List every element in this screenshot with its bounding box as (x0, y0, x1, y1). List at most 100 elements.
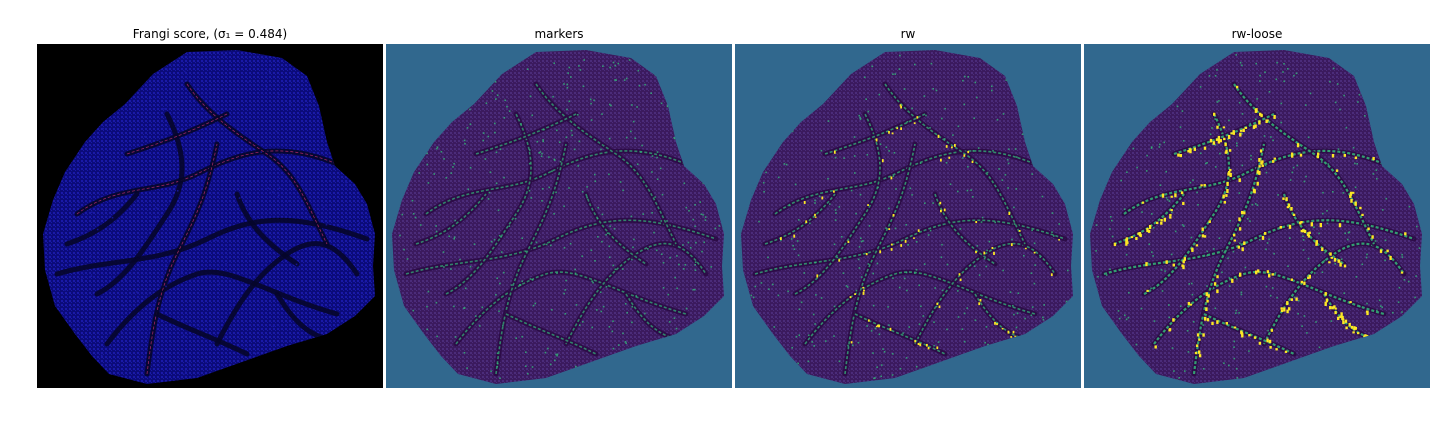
accent-mark (1261, 235, 1265, 240)
accent-mark (958, 273, 961, 276)
speckle (879, 143, 882, 145)
accent-mark (1253, 189, 1256, 194)
speckle (495, 182, 498, 185)
accent-mark (1248, 334, 1251, 337)
speckle (163, 108, 165, 110)
speckle (563, 205, 565, 208)
accent-mark (1232, 130, 1235, 133)
speckle (1305, 175, 1307, 178)
speckle (762, 182, 765, 184)
speckle (1255, 118, 1257, 121)
accent-mark (891, 132, 894, 135)
speckle (499, 148, 502, 150)
speckle (579, 69, 582, 71)
accent-mark (1188, 148, 1192, 151)
speckle (935, 89, 938, 92)
speckle (1337, 148, 1340, 150)
speckle (601, 240, 603, 243)
speckle (666, 220, 668, 222)
speckle (985, 265, 988, 268)
speckle (624, 303, 627, 305)
speckle (156, 234, 159, 236)
speckle (1128, 291, 1130, 294)
accent-mark (1227, 172, 1230, 176)
accent-mark (1198, 338, 1201, 341)
accent-mark (888, 228, 891, 230)
speckle (1334, 101, 1337, 104)
accent-mark (948, 156, 951, 159)
accent-mark (1269, 346, 1272, 349)
speckle (568, 100, 571, 103)
accent-mark (1259, 149, 1263, 153)
accent-mark (1241, 247, 1244, 252)
speckle (1192, 179, 1194, 181)
speckle (688, 210, 690, 212)
speckle (1015, 156, 1018, 158)
speckle (894, 73, 896, 75)
speckle (892, 73, 894, 75)
speckle (1095, 224, 1098, 226)
speckle (911, 194, 913, 196)
accent-mark (833, 150, 836, 154)
accent-mark (1174, 193, 1177, 198)
speckle (448, 235, 450, 238)
speckle (499, 377, 501, 379)
speckle (859, 193, 862, 196)
speckle (1033, 242, 1036, 245)
panel-title-rw: rw (900, 27, 916, 41)
speckle (322, 206, 325, 208)
speckle (1042, 318, 1045, 321)
accent-mark (1170, 209, 1173, 212)
speckle (858, 267, 861, 269)
speckle (137, 236, 139, 239)
speckle (539, 151, 542, 153)
speckle (1039, 256, 1041, 258)
speckle (932, 202, 934, 204)
speckle (102, 317, 104, 319)
speckle (500, 236, 502, 238)
accent-mark (1227, 135, 1231, 140)
speckle (106, 320, 109, 322)
accent-mark (943, 208, 946, 212)
speckle (630, 215, 633, 218)
vessel-network (398, 53, 724, 383)
speckle (590, 119, 593, 121)
speckle (888, 324, 890, 326)
accent-mark (1233, 233, 1236, 237)
speckle (809, 222, 811, 225)
speckle (450, 268, 452, 270)
speckle (608, 256, 611, 259)
speckle (857, 341, 860, 344)
accent-mark (1237, 245, 1240, 249)
accent-mark (1319, 223, 1322, 228)
speckle (1240, 291, 1243, 294)
speckle (188, 362, 191, 365)
speckle (165, 169, 167, 171)
speckle (1318, 232, 1320, 235)
accent-mark (1335, 169, 1339, 172)
speckle (678, 263, 680, 266)
speckle (1184, 370, 1186, 372)
accent-mark (1308, 274, 1311, 279)
speckle (1179, 126, 1182, 128)
accent-mark (816, 274, 819, 278)
speckle (1323, 259, 1326, 262)
speckle (495, 98, 497, 100)
speckle (933, 344, 935, 347)
speckle (401, 213, 404, 216)
speckle (467, 188, 470, 190)
speckle (57, 187, 60, 189)
rw-image (735, 44, 1081, 388)
speckle (1227, 138, 1229, 140)
speckle (524, 250, 527, 253)
accent-mark (878, 324, 880, 328)
speckle (189, 292, 192, 294)
speckle (915, 365, 918, 368)
speckle (1354, 162, 1356, 165)
speckle (1016, 312, 1019, 314)
speckle (1374, 240, 1377, 242)
speckle (475, 315, 477, 317)
speckle (701, 250, 703, 253)
speckle (433, 173, 435, 175)
speckle (1397, 301, 1400, 303)
